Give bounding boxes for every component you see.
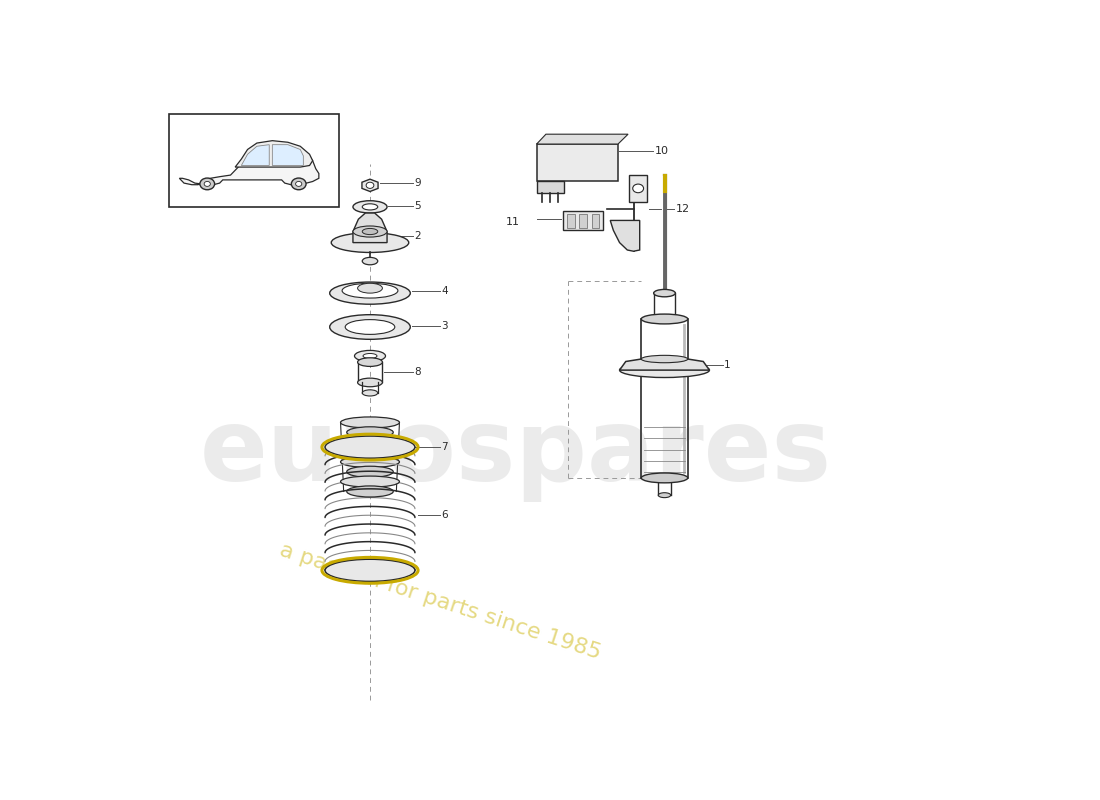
Text: 10: 10 (654, 146, 669, 157)
Bar (537, 181, 563, 194)
Polygon shape (619, 359, 710, 370)
Circle shape (200, 178, 214, 190)
Ellipse shape (363, 354, 377, 358)
Ellipse shape (353, 226, 387, 237)
Ellipse shape (362, 229, 377, 234)
Ellipse shape (353, 201, 387, 213)
Ellipse shape (358, 378, 383, 386)
Ellipse shape (362, 204, 377, 210)
Text: 1: 1 (724, 360, 730, 370)
Polygon shape (235, 141, 312, 167)
Ellipse shape (658, 493, 671, 498)
Polygon shape (610, 221, 640, 251)
Text: 2: 2 (415, 231, 421, 242)
Ellipse shape (354, 350, 385, 362)
Text: 5: 5 (415, 201, 421, 210)
Text: 3: 3 (441, 321, 448, 330)
Ellipse shape (653, 290, 675, 297)
Ellipse shape (641, 473, 688, 483)
Polygon shape (273, 145, 304, 166)
Ellipse shape (326, 436, 415, 458)
Bar (537, 144, 618, 181)
Text: 12: 12 (675, 204, 690, 214)
Ellipse shape (654, 314, 674, 321)
Text: 9: 9 (415, 178, 421, 188)
Circle shape (632, 184, 644, 193)
Ellipse shape (362, 390, 377, 396)
Polygon shape (241, 145, 270, 166)
Ellipse shape (358, 358, 383, 366)
Bar (629, 175, 648, 202)
Ellipse shape (362, 258, 377, 265)
Ellipse shape (346, 486, 394, 497)
Polygon shape (353, 213, 387, 242)
Circle shape (296, 182, 301, 186)
Ellipse shape (341, 476, 399, 487)
Polygon shape (362, 179, 378, 191)
Ellipse shape (358, 283, 383, 293)
Ellipse shape (619, 362, 710, 378)
Ellipse shape (330, 314, 410, 339)
Text: a passion for parts since 1985: a passion for parts since 1985 (277, 539, 604, 662)
Ellipse shape (641, 314, 688, 324)
Bar (566, 214, 574, 228)
Ellipse shape (326, 559, 415, 582)
Bar (563, 210, 603, 230)
Bar (168, 114, 339, 207)
Ellipse shape (341, 437, 399, 448)
Ellipse shape (341, 456, 399, 467)
Ellipse shape (341, 417, 399, 428)
Polygon shape (537, 134, 628, 144)
Ellipse shape (342, 283, 398, 298)
Ellipse shape (346, 446, 394, 458)
Ellipse shape (346, 426, 394, 438)
Ellipse shape (331, 233, 409, 253)
Circle shape (205, 182, 210, 186)
Ellipse shape (345, 320, 395, 334)
Bar (592, 214, 600, 228)
Text: 7: 7 (441, 442, 448, 452)
Ellipse shape (641, 355, 688, 362)
Text: 11: 11 (506, 217, 519, 226)
Circle shape (366, 182, 374, 189)
Ellipse shape (330, 282, 410, 304)
Bar (580, 214, 587, 228)
Text: 8: 8 (415, 367, 421, 377)
Text: 6: 6 (441, 510, 448, 520)
Text: eurospares: eurospares (199, 405, 832, 502)
Polygon shape (179, 143, 319, 185)
Text: 4: 4 (441, 286, 448, 296)
Circle shape (292, 178, 306, 190)
Ellipse shape (346, 466, 394, 478)
